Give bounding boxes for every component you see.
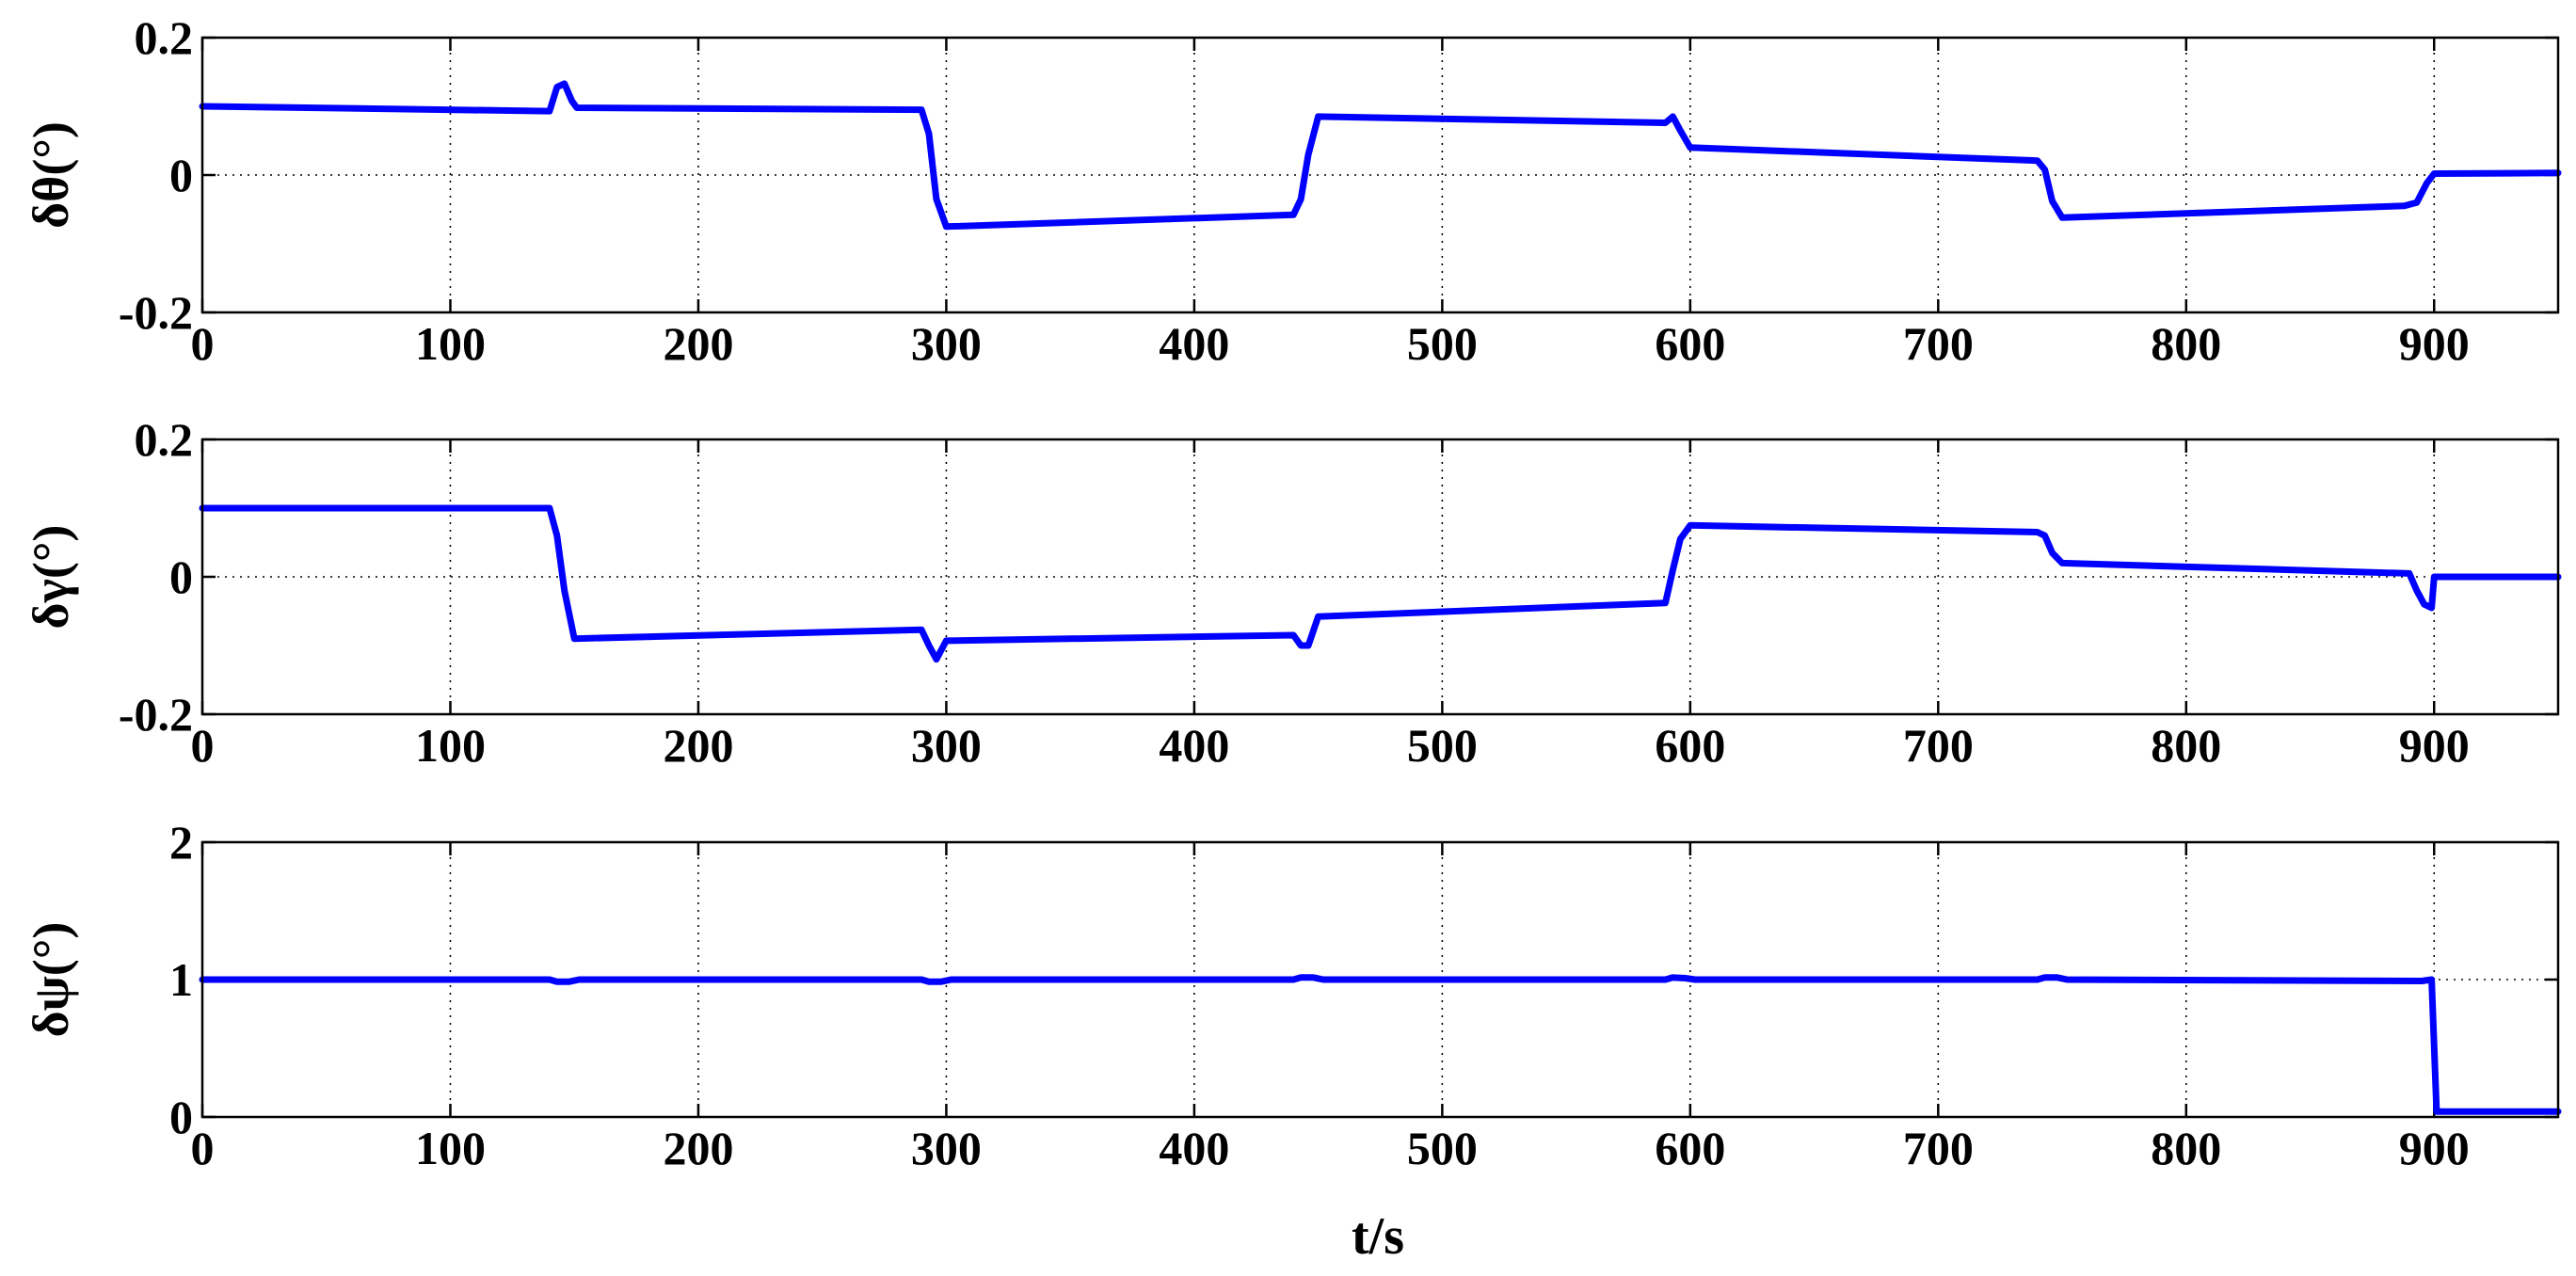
theta-x-tick-label: 400 (1159, 317, 1229, 370)
psi-x-tick-label: 300 (911, 1122, 982, 1174)
psi-y-tick-label: 2 (169, 816, 193, 869)
theta-x-tick-label: 500 (1407, 317, 1478, 370)
theta-x-tick-label: 900 (2399, 317, 2470, 370)
psi-x-tick-label: 0 (191, 1122, 215, 1174)
theta-y-tick-label: 0 (169, 149, 193, 201)
psi-y-tick-label: 0 (169, 1091, 193, 1143)
theta-series-line (199, 80, 2562, 231)
theta-x-tick-label: 700 (1903, 317, 1974, 370)
gamma-x-tick-label: 700 (1903, 719, 1974, 772)
gamma-y-axis-label: δγ(°) (23, 525, 79, 630)
theta-y-axis-label: δθ(°) (23, 121, 79, 229)
psi-series-line (199, 974, 2562, 1115)
theta-x-tick-label: 0 (191, 317, 215, 370)
gamma-series-line (199, 504, 2562, 663)
psi-x-tick-label: 500 (1407, 1122, 1478, 1174)
psi-x-tick-label: 600 (1655, 1122, 1725, 1174)
gamma-y-tick-label: 0.2 (135, 413, 194, 466)
theta-plot-frame (200, 36, 2560, 314)
gamma-x-tick-label: 300 (911, 719, 982, 772)
gamma-x-tick-label: 400 (1159, 719, 1229, 772)
theta-x-tick-label: 600 (1655, 317, 1725, 370)
x-axis-label: t/s (1352, 1207, 1404, 1266)
gamma-x-tick-label: 100 (415, 719, 486, 772)
theta-x-tick-label: 800 (2151, 317, 2221, 370)
gamma-x-tick-label: 0 (191, 719, 215, 772)
psi-y-axis-label: δψ(°) (23, 922, 79, 1038)
gamma-y-tick-label: -0.2 (119, 688, 193, 741)
gamma-x-tick-label: 500 (1407, 719, 1478, 772)
theta-x-tick-label: 300 (911, 317, 982, 370)
psi-error-panel: 0 100 200 300 400 500 600 700 800 900 0 1 2 δψ(°) (23, 816, 2562, 1174)
psi-x-tick-label: 700 (1903, 1122, 1974, 1174)
gamma-x-tick-label: 800 (2151, 719, 2221, 772)
theta-x-tick-label: 200 (663, 317, 733, 370)
psi-x-tick-label: 900 (2399, 1122, 2470, 1174)
psi-x-tick-label: 800 (2151, 1122, 2221, 1174)
theta-y-tick-label: -0.2 (119, 286, 193, 339)
psi-x-tick-label: 100 (415, 1122, 486, 1174)
psi-plot-frame (200, 840, 2560, 1119)
gamma-y-tick-label: 0 (169, 550, 193, 603)
psi-x-tick-label: 200 (663, 1122, 733, 1174)
gamma-x-tick-label: 200 (663, 719, 733, 772)
gamma-x-tick-label: 900 (2399, 719, 2470, 772)
psi-y-tick-label: 1 (169, 953, 193, 1006)
theta-y-tick-label: 0.2 (135, 11, 194, 64)
gamma-error-panel: 0 100 200 300 400 500 600 700 800 900-0.200.2δγ(°… (23, 413, 2562, 772)
theta-error-panel: 0 100 200 300 400 500 600 700 800 900-0.200.2δθ(°… (23, 11, 2562, 370)
theta-x-tick-label: 100 (415, 317, 486, 370)
psi-x-tick-label: 400 (1159, 1122, 1229, 1174)
gamma-plot-frame (200, 438, 2560, 716)
gamma-x-tick-label: 600 (1655, 719, 1725, 772)
